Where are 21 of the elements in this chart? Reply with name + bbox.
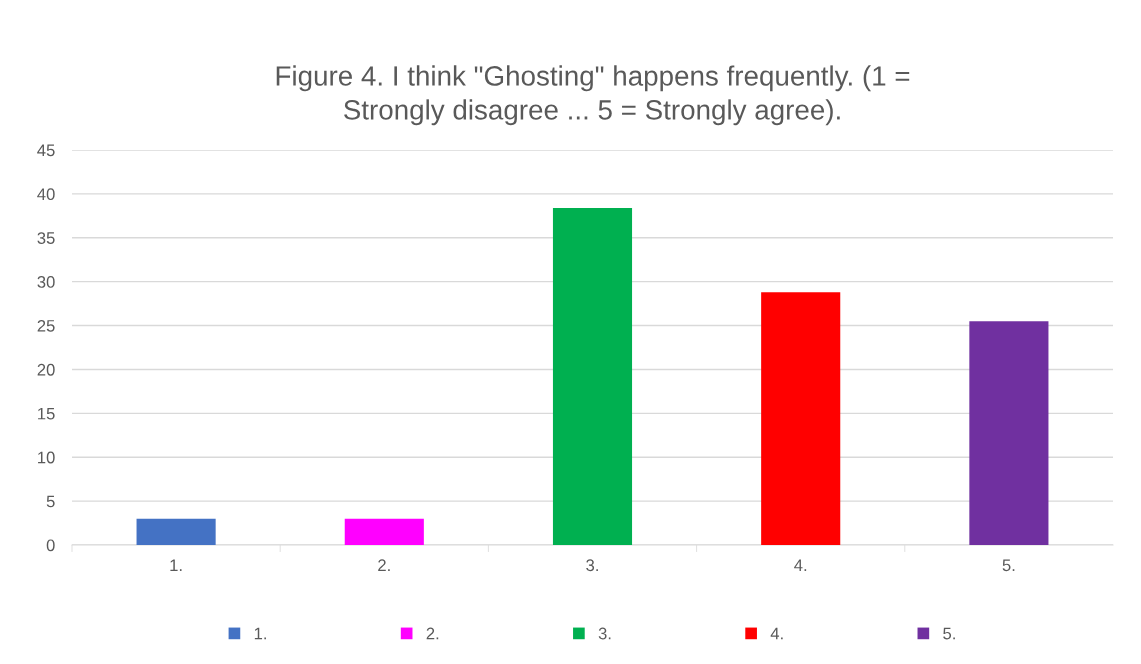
y-tick-label: 15 [38, 407, 55, 420]
legend-label: 2. [426, 627, 439, 640]
x-tick-label: 5. [1002, 559, 1015, 572]
legend-label: 4. [770, 627, 783, 640]
y-tick-label: 20 [37, 363, 55, 376]
chart-title: Figure 4. I think "Ghosting" happens frequently. (1 = Strongly disagree ... 5 = Strongly agree). [276, 65, 910, 126]
x-tick-label: 1. [170, 559, 182, 571]
y-tick-label: 40 [37, 188, 55, 201]
x-tick-label: 4. [794, 559, 807, 571]
x-tick-label: 3. [586, 559, 598, 572]
y-tick-label: 0 [46, 539, 55, 552]
y-tick-label: 25 [37, 319, 55, 332]
y-tick-label: 30 [37, 276, 55, 288]
y-tick-label: 10 [38, 451, 55, 464]
legend-label: 1. [254, 627, 266, 640]
x-tick-label: 2. [378, 559, 390, 571]
y-tick-label: 35 [37, 232, 55, 244]
y-tick-label: 5 [46, 495, 55, 508]
legend-label: 5. [943, 627, 955, 640]
y-tick-label: 45 [37, 144, 55, 157]
legend-label: 3. [598, 627, 611, 640]
